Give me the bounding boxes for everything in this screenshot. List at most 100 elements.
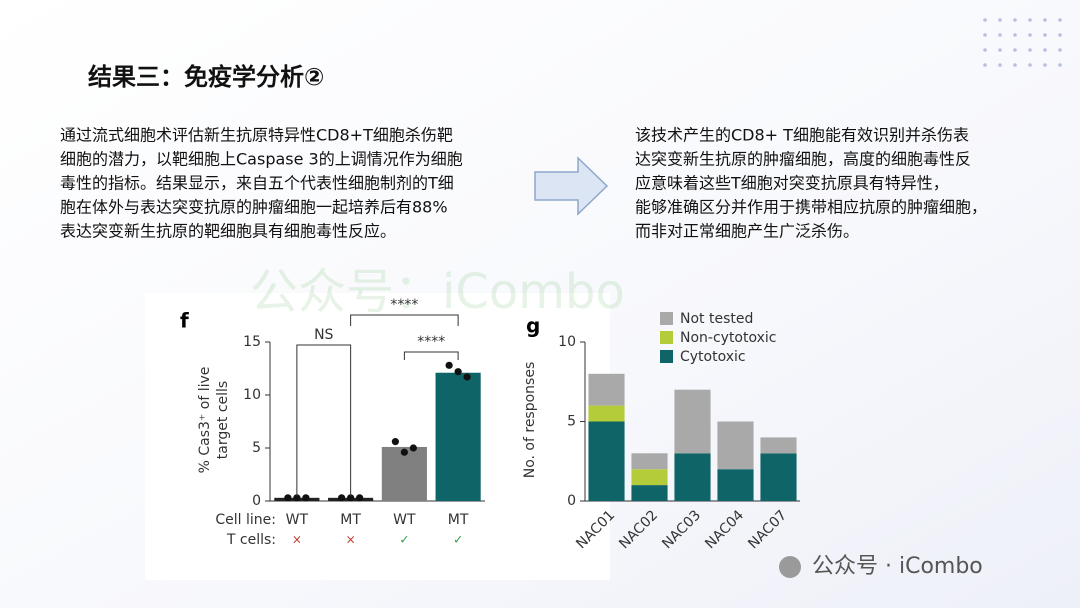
- data-point: [293, 494, 301, 502]
- dot-pattern: [983, 18, 1062, 67]
- bar-segment: [760, 437, 797, 454]
- bar: [435, 372, 481, 501]
- footer-watermark: 公众号 · iCombo: [812, 554, 983, 579]
- dot: [1013, 33, 1017, 37]
- dot: [1043, 48, 1047, 52]
- bar-segment: [717, 469, 754, 501]
- panel-label: f: [180, 309, 189, 333]
- row-label: T cells:: [226, 532, 276, 548]
- dot: [983, 63, 987, 67]
- dot: [998, 48, 1002, 52]
- body-text: 毒性的指标。结果显示，来自五个代表性细胞制剂的T细: [60, 174, 454, 193]
- x-tick-label: WT: [393, 512, 416, 528]
- body-text: 该技术产生的CD8+ T细胞能有效识别并杀伤表: [635, 126, 969, 145]
- x-tick-label: MT: [448, 512, 469, 528]
- dot: [1013, 48, 1017, 52]
- bar-segment: [760, 453, 797, 501]
- x-tick-label: MT: [340, 512, 361, 528]
- y-tick-label: 10: [558, 334, 576, 350]
- body-text: 表达突变新生抗原的靶细胞具有细胞毒性反应。: [60, 222, 396, 241]
- bar-segment: [631, 469, 668, 486]
- body-text: 通过流式细胞术评估新生抗原特异性CD8+T细胞杀伤靶: [60, 126, 453, 145]
- legend-label: Cytotoxic: [680, 349, 746, 365]
- data-point: [463, 373, 471, 381]
- bar-segment: [588, 405, 625, 422]
- t-cell-mark: ×: [346, 533, 356, 547]
- y-tick-label: 0: [567, 493, 576, 509]
- dot: [1013, 18, 1017, 22]
- data-point: [400, 448, 408, 456]
- dot: [1043, 63, 1047, 67]
- bar-segment: [674, 453, 711, 501]
- y-axis-label: target cells: [215, 381, 231, 459]
- dot: [983, 33, 987, 37]
- legend-label: Not tested: [680, 311, 753, 327]
- data-point: [409, 444, 417, 452]
- bar-segment: [674, 389, 711, 454]
- dot: [1028, 18, 1032, 22]
- row-label: Cell line:: [215, 512, 276, 528]
- data-point: [302, 494, 310, 502]
- y-tick-label: 5: [567, 414, 576, 430]
- wechat-icon: [779, 556, 801, 578]
- dot: [998, 33, 1002, 37]
- significance-bracket: [403, 351, 459, 360]
- body-text: 达突变新生抗原的肿瘤细胞，高度的细胞毒性反: [635, 150, 971, 169]
- dot: [983, 18, 987, 22]
- dot: [1058, 33, 1062, 37]
- legend-swatch: [660, 312, 673, 325]
- dot: [1058, 63, 1062, 67]
- y-tick-label: 15: [243, 334, 261, 350]
- bar: [381, 446, 427, 501]
- significance-label: ****: [390, 297, 418, 313]
- bar-segment: [631, 485, 668, 501]
- y-tick-label: 5: [252, 440, 261, 456]
- data-point: [454, 368, 462, 376]
- bar-segment: [631, 453, 668, 470]
- dot: [1028, 48, 1032, 52]
- data-point: [391, 438, 399, 446]
- t-cell-mark: ✓: [453, 533, 463, 547]
- dot: [983, 48, 987, 52]
- dot: [1028, 33, 1032, 37]
- t-cell-mark: ×: [292, 533, 302, 547]
- significance-label: ****: [417, 334, 445, 350]
- significance-label: NS: [314, 327, 333, 343]
- body-text: 胞在体外与表达突变抗原的肿瘤细胞一起培养后有88%: [60, 198, 448, 217]
- body-text: 能够准确区分并作用于携带相应抗原的肿瘤细胞，: [635, 198, 987, 217]
- dot: [1043, 33, 1047, 37]
- x-tick-label: WT: [286, 512, 309, 528]
- panel-label: g: [526, 314, 540, 338]
- data-point: [284, 494, 292, 502]
- dot: [1013, 63, 1017, 67]
- dot: [1058, 18, 1062, 22]
- legend-label: Non-cytotoxic: [680, 330, 777, 346]
- bar-segment: [717, 421, 754, 470]
- bar-segment: [588, 421, 625, 501]
- data-point: [347, 494, 355, 502]
- significance-bracket: [350, 314, 459, 326]
- y-tick-label: 10: [243, 387, 261, 403]
- body-text: 应意味着这些T细胞对突变抗原具有特异性，: [635, 174, 949, 193]
- legend-swatch: [660, 350, 673, 363]
- significance-bracket: [296, 344, 352, 496]
- body-text: 而非对正常细胞产生广泛杀伤。: [635, 222, 859, 241]
- dot: [1043, 18, 1047, 22]
- legend-swatch: [660, 331, 673, 344]
- y-axis-label: % Cas3⁺ of live: [197, 367, 213, 474]
- data-point: [445, 361, 453, 369]
- slide-title: 结果三：免疫学分析②: [88, 63, 324, 91]
- watermark: 公众号：iCombo: [250, 264, 625, 320]
- body-text: 细胞的潜力，以靶细胞上Caspase 3的上调情况作为细胞: [60, 150, 463, 169]
- arrow: [534, 156, 609, 216]
- bar-segment: [588, 373, 625, 406]
- figure-panel: [145, 293, 610, 580]
- data-point: [338, 494, 346, 502]
- dot: [998, 63, 1002, 67]
- y-axis-label: No. of responses: [522, 362, 538, 479]
- data-point: [356, 494, 364, 502]
- dot: [998, 18, 1002, 22]
- dot: [1058, 48, 1062, 52]
